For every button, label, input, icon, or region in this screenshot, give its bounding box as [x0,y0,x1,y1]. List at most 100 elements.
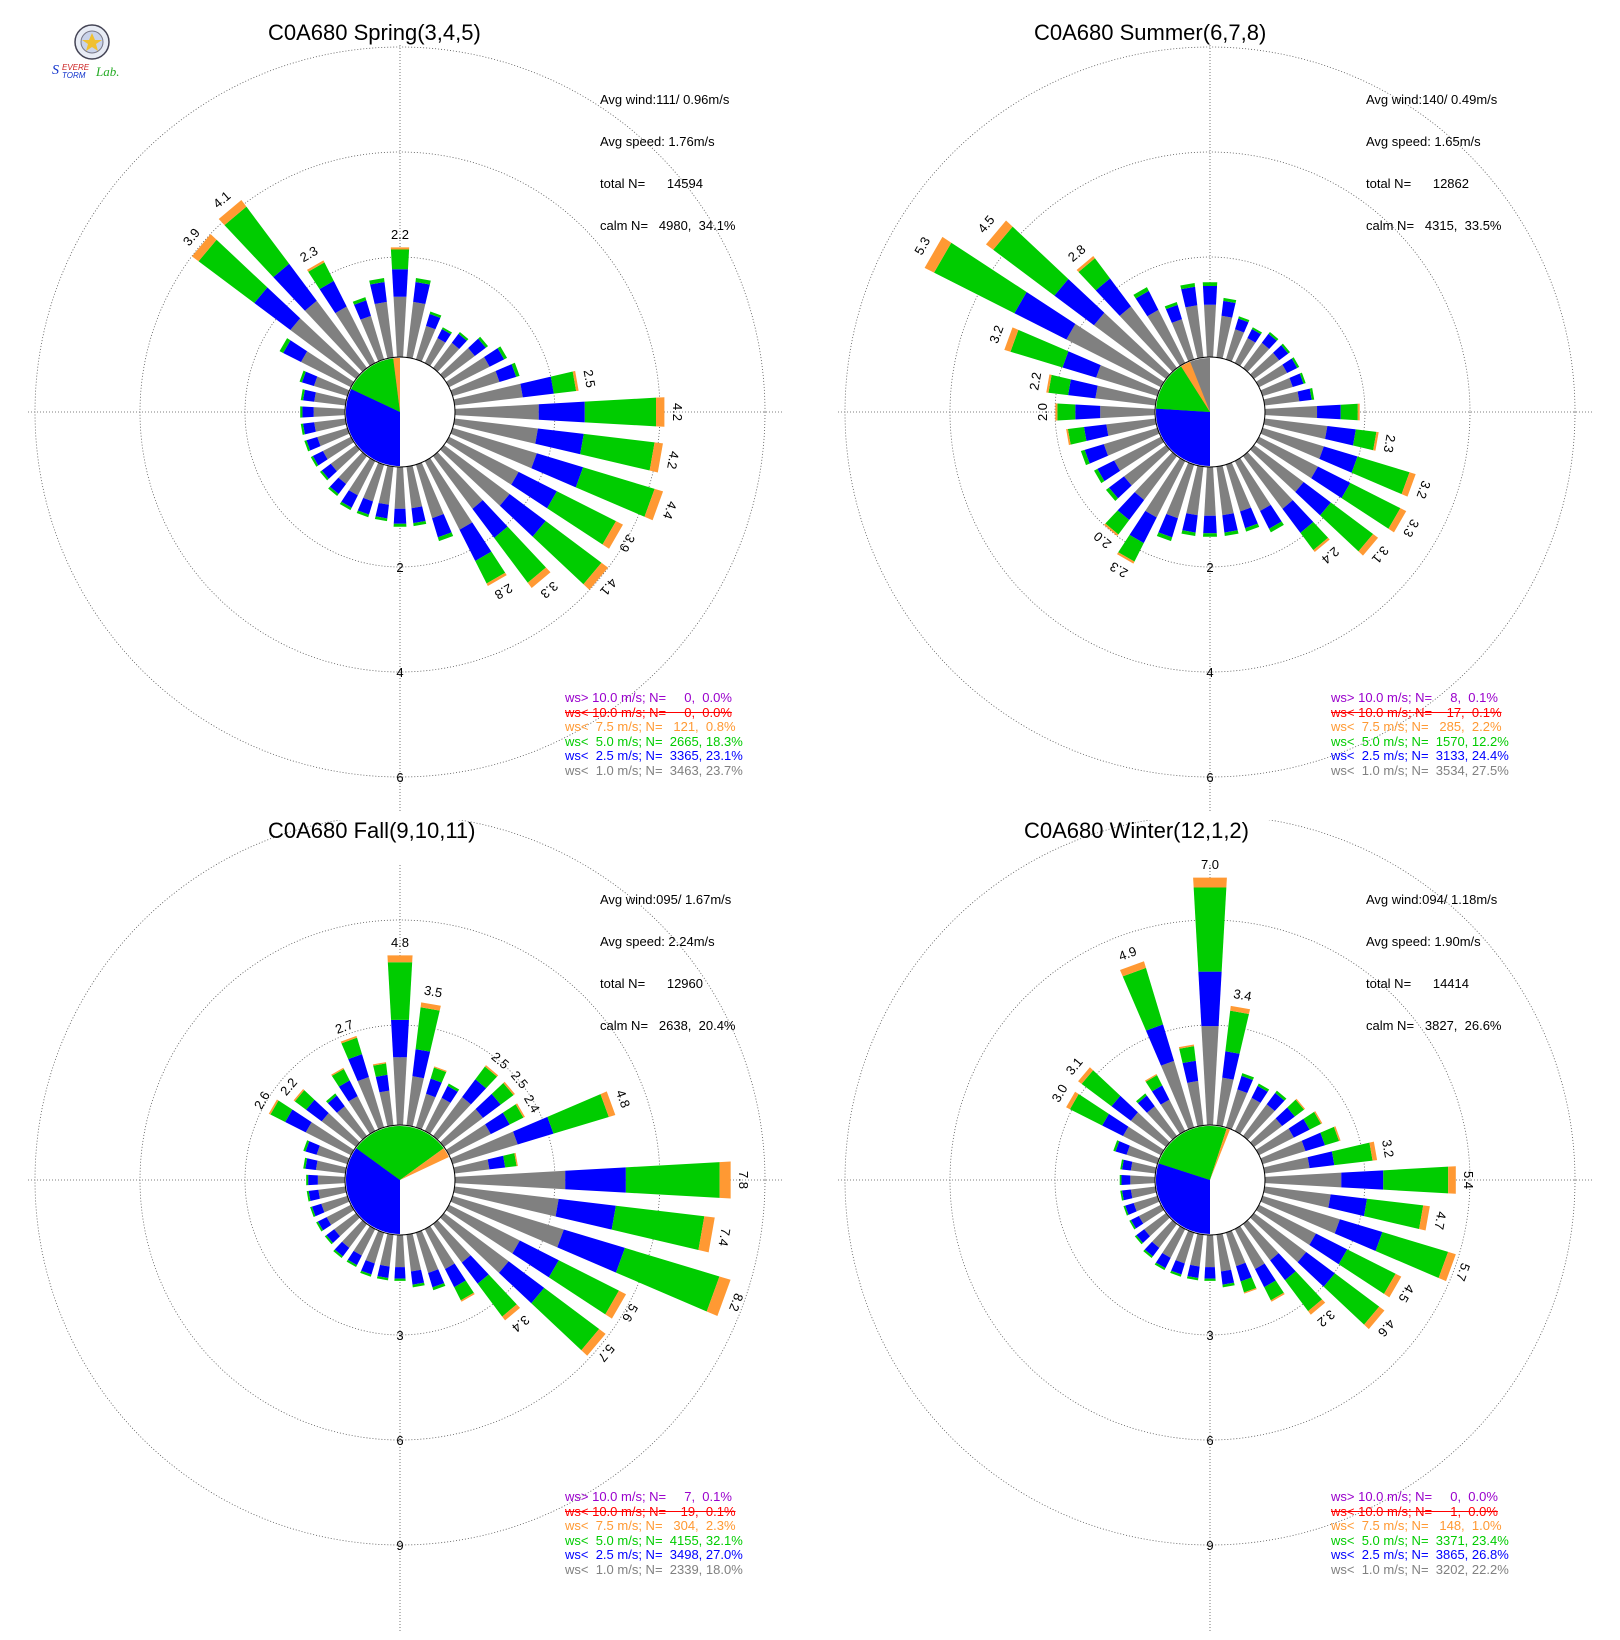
wind-rose-bar-segment [985,220,1013,250]
wind-rose-panel-summer: 2 4 6 2.3 3.2 3.3 3.1 2.4 2.3 2.0 2.0 2.2 3.2 5.3 4.5 2… [810,0,1620,820]
wind-rose-bar-segment [1094,468,1105,484]
wind-rose-bar-segment [1270,1253,1296,1281]
wind-rose-bar-segment [374,516,388,522]
wind-rose-bar-segment [319,470,329,481]
legend-entry: ws< 1.0 m/s; N= 2339, 18.0% [565,1561,743,1577]
wind-rose-bar-segment [376,1276,389,1281]
wind-rose-bar-segment [1256,364,1288,388]
wind-rose-bar-segment [548,1260,619,1315]
bar-value-label: 3.4 [1232,986,1252,1004]
wind-rose-bar-segment [372,1062,387,1066]
wind-rose-bar-segment [374,301,394,359]
wind-rose-bar-segment [1260,1140,1306,1165]
lab-logo: S EVERE TORM Lab. [52,24,148,84]
wind-rose-bar-segment [550,371,577,394]
wind-rose-bar-segment [348,458,376,496]
wind-rose-bar-segment [316,1145,350,1165]
wind-rose-bar-segment [424,1226,455,1270]
wind-rose-bar-segment [437,532,454,542]
stats-line: Avg speed: 2.24m/s [600,934,715,949]
wind-rose-bar-segment [347,1250,362,1266]
wind-rose-bar-segment [1287,1099,1305,1117]
wind-rose-bar-segment [1162,1226,1186,1258]
ring-label: 9 [1206,1538,1213,1553]
wind-rose-bar-segment [1171,1260,1185,1275]
wind-rose-bar-segment [391,1019,409,1058]
wind-rose-bar-segment [1202,282,1218,287]
wind-rose-bar-segment [1145,458,1186,518]
wind-rose-bar-segment [1129,1219,1136,1230]
wind-rose-bar-segment [547,1094,609,1134]
wind-rose-bar-segment [306,260,325,272]
wind-rose-bar-segment [1263,1186,1331,1208]
wind-rose-bar-segment [324,1235,333,1245]
calm-pie-slice [393,358,400,412]
stats-block: Avg wind:111/ 0.96m/s Avg speed: 1.76m/s… [600,65,736,261]
wind-rose-bar-segment [1181,530,1196,537]
wind-rose-bar-segment [1145,1024,1175,1066]
wind-rose-bar-segment [1123,1205,1129,1216]
stats-line: total N= 14414 [1366,976,1469,991]
wind-rose-bar-segment [447,1083,460,1092]
wind-rose-bar-segment [333,1249,343,1259]
wind-rose-bar-segment [444,1263,466,1288]
wind-rose-bar-segment [1245,523,1260,532]
wind-rose-bar-segment [290,318,360,380]
wind-rose-bar-segment [1186,1276,1199,1281]
wind-rose-bar-segment [1121,1159,1133,1171]
wind-rose-bar-segment [1130,1161,1157,1174]
wind-rose-bar-segment [454,404,539,420]
wind-rose-bar-segment [698,1216,715,1253]
wind-rose-bar-segment [1230,1005,1251,1014]
legend-entry: ws< 10.0 m/s; N= 19, 0.1% [565,1503,736,1519]
wind-rose-bar-segment [450,1131,518,1165]
calm-pie-slice [1210,1128,1230,1180]
wind-rose-bar-segment [410,1269,425,1285]
wind-rose-bar-segment [441,327,452,335]
wind-rose-bar-segment [1201,1026,1219,1126]
wind-rose-bar-segment [430,1067,447,1083]
wind-rose-bar-segment [1250,352,1280,380]
wind-rose-bar-segment [575,467,655,517]
stats-line: total N= 14594 [600,176,703,191]
wind-rose-bar-segment [1250,1118,1283,1148]
wind-rose-bar-segment [1225,1010,1249,1054]
wind-rose-bar-segment [1083,424,1109,441]
wind-rose-bar-segment [538,401,585,423]
wind-rose-bar-segment [413,281,430,304]
wind-rose-bar-segment [432,342,460,372]
wind-rose-bar-segment [1066,428,1071,446]
wind-rose-bar-segment [1146,1106,1178,1140]
wind-rose-bar-segment [934,242,1027,314]
wind-rose-bar-segment [268,1099,279,1115]
wind-rose-bar-segment [1314,1111,1323,1124]
wind-rose-bar-segment [1216,1077,1234,1127]
legend-entry: ws< 10.0 m/s; N= 17, 0.1% [1331,704,1502,720]
bar-value-label: 2.3 [297,243,320,265]
wind-rose-bar-segment [1234,1097,1261,1134]
wind-rose-bar-segment [1266,1092,1285,1112]
stats-line: Avg wind:111/ 0.96m/s [600,92,730,107]
bar-value-label: 2.4 [1319,544,1342,567]
wind-rose-bar-segment [1325,425,1356,446]
wind-rose-bar-segment [531,1287,600,1351]
wind-rose-bar-segment [1216,465,1234,516]
wind-rose-bar-segment [1303,1111,1322,1130]
stats-line: total N= 12862 [1366,176,1469,191]
wind-rose-bar-segment [357,1077,385,1130]
chart-title: C0A680 Spring(3,4,5) [268,20,481,45]
wind-rose-bar-segment [326,1229,341,1243]
wind-rose-bar-segment [1250,444,1304,493]
wind-rose-bar-segment [485,1112,510,1135]
wind-rose-bar-segment [1203,515,1217,534]
chart-title: C0A680 Winter(12,1,2) [1024,818,1249,843]
wind-rose-bar-segment [283,340,308,362]
wind-rose-bar-segment [305,1158,318,1170]
wind-rose-bar-segment [415,462,444,519]
wind-rose-bar-segment [1137,1095,1155,1113]
wind-rose-bar-segment [450,427,537,469]
wind-rose-bar-segment [1238,316,1250,323]
wind-rose-bar-segment [565,1167,626,1193]
wind-rose-bar-segment [361,1260,375,1275]
wind-rose-bar-segment [1373,431,1379,451]
